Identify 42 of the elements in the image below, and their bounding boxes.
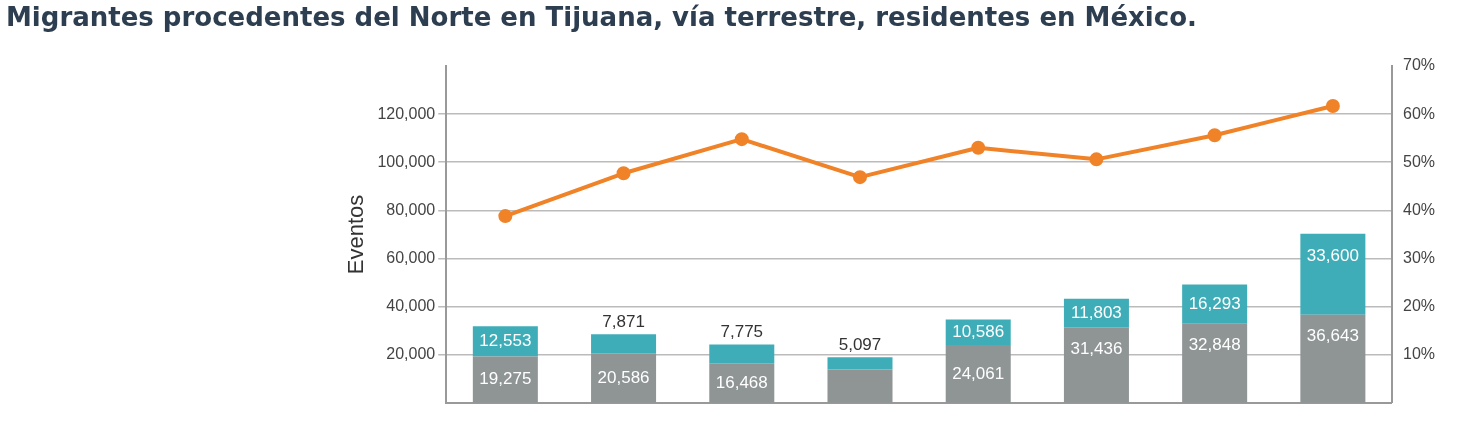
y-tick-label: 60,000 [386, 248, 436, 266]
bar [709, 344, 775, 364]
point [853, 170, 867, 185]
data-label: 16,293 [1188, 293, 1241, 313]
y-axis-title: Eventos [343, 194, 369, 275]
point [498, 209, 513, 224]
data-label: 33,600 [1306, 245, 1359, 265]
point [1089, 152, 1104, 167]
y-tick-label: 20,000 [386, 345, 436, 363]
data-label: 19,275 [479, 369, 532, 389]
point [1207, 128, 1222, 143]
data-label: 10,586 [952, 321, 1005, 341]
y2-tick-label: 10% [1402, 345, 1436, 363]
bar [827, 357, 893, 370]
y-tick-label: 80,000 [386, 200, 436, 218]
data-label: 11,803 [1071, 302, 1122, 322]
chart-title: Migrantes procedentes del Norte en Tijuana, vía terrestre, residentes en México. [6, 2, 1198, 34]
y2-tick-label: 60% [1402, 104, 1436, 122]
data-label: 31,436 [1070, 338, 1123, 358]
data-label: 5,097 [838, 335, 882, 355]
data-label: 12,553 [479, 331, 532, 351]
y-tick-label: 40,000 [386, 296, 436, 314]
data-label: 7,775 [720, 322, 764, 342]
data-label: 16,468 [715, 372, 768, 392]
data-label: 36,643 [1306, 326, 1359, 346]
y2-tick-label: 50% [1402, 152, 1436, 170]
y2-tick-label: 30% [1402, 248, 1436, 266]
y2-tick-label: 40% [1402, 200, 1436, 218]
y-tick-label: 100,000 [377, 152, 436, 170]
y2-tick-label: 70% [1402, 56, 1436, 74]
point [1325, 98, 1340, 113]
data-label: 24,061 [952, 363, 1005, 383]
point [971, 140, 986, 155]
y-tick-label: 120,000 [377, 104, 436, 122]
bar [591, 334, 657, 354]
point [734, 132, 749, 147]
data-label: 7,871 [602, 312, 645, 332]
data-label: 20,586 [597, 367, 650, 387]
data-label: 32,848 [1188, 335, 1241, 355]
bar [1300, 233, 1366, 315]
point [616, 166, 631, 181]
y2-tick-label: 20% [1402, 296, 1436, 314]
